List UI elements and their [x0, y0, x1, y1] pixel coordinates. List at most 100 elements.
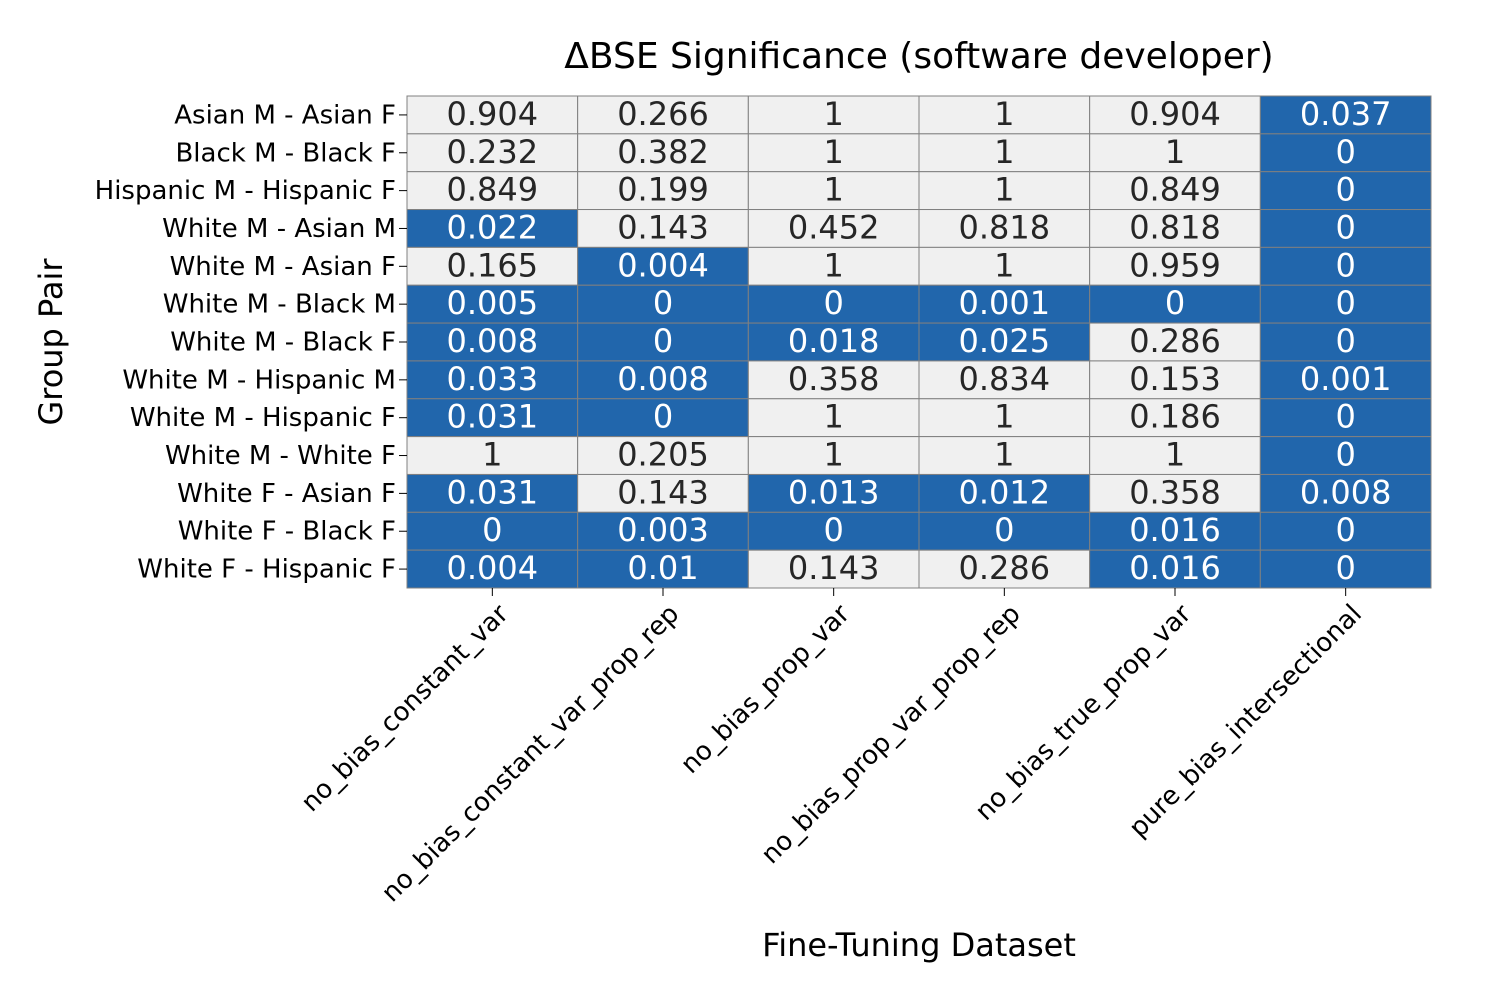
x-axis-label: Fine-Tuning Dataset — [762, 926, 1076, 964]
cell-value-label: 0.266 — [617, 95, 709, 133]
heatmap-cell — [577, 549, 749, 589]
heatmap-cell — [1089, 246, 1261, 286]
cell-value-label: 0 — [1335, 322, 1355, 360]
heatmap-cell — [406, 246, 579, 286]
heatmap-cell — [747, 209, 920, 248]
cell-value-label: 0 — [1335, 511, 1355, 549]
cell-value-label: 1 — [994, 171, 1014, 209]
cell-value-label: 0.012 — [959, 473, 1051, 511]
cell-value-label: 0 — [1335, 208, 1355, 246]
cell-value-label: 0.286 — [959, 549, 1051, 587]
cell-value-label: 0 — [653, 322, 673, 360]
cell-value-label: 1 — [994, 246, 1014, 284]
cell-value-label: 0 — [653, 398, 673, 436]
heatmap-cell — [1089, 209, 1261, 248]
cell-value-label: 0 — [1165, 284, 1185, 322]
y-tick-label: White M - Hispanic F — [130, 403, 396, 433]
cell-value-label: 0.199 — [617, 171, 709, 209]
cell-value-label: 0.286 — [1129, 322, 1221, 360]
cell-value-label: 1 — [482, 436, 502, 474]
heatmap-cell — [918, 322, 1091, 362]
heatmap-cell — [406, 284, 579, 324]
cell-value-label: 0 — [1335, 284, 1355, 322]
heatmap-cell — [577, 436, 749, 475]
y-axis-label: Group Pair — [32, 258, 70, 426]
cell-value-label: 1 — [823, 436, 843, 474]
cell-value-label: 0.003 — [617, 511, 709, 549]
heatmap-cell — [747, 511, 920, 551]
cell-value-label: 0.959 — [1129, 246, 1221, 284]
cell-value-label: 0 — [1335, 398, 1355, 436]
y-tick-label: White M - Black F — [170, 328, 396, 358]
y-tick-label: White M - Asian F — [170, 252, 396, 282]
heatmap-cell — [747, 360, 920, 400]
x-tick-label: no_bias_constant_var_prop_rep — [376, 599, 685, 908]
y-tick-label: White M - Asian M — [162, 214, 396, 244]
cell-value-label: 0.904 — [447, 95, 539, 133]
heatmap-cell — [1259, 398, 1432, 438]
cell-value-label: 0 — [994, 511, 1014, 549]
cell-value-label: 0.904 — [1129, 95, 1221, 133]
cell-value-label: 0 — [653, 284, 673, 322]
heatmap-cell — [406, 436, 579, 475]
cell-value-label: 1 — [823, 246, 843, 284]
cell-value-label: 0.005 — [447, 284, 539, 322]
column-labels: no_bias_constant_varno_bias_constant_var… — [296, 588, 1368, 908]
y-tick-label: White F - Black F — [178, 517, 396, 547]
cell-value-label: 0.008 — [617, 360, 709, 398]
cell-value-label: 0.008 — [1300, 473, 1392, 511]
cell-value-label: 1 — [994, 133, 1014, 171]
x-tick-label: no_bias_prop_var — [675, 599, 856, 780]
cell-value-label: 0 — [1335, 549, 1355, 587]
heatmap-cell — [577, 95, 749, 135]
cell-value-label: 0 — [1335, 246, 1355, 284]
cell-value-label: 0.232 — [447, 133, 539, 171]
cell-value-label: 0.849 — [1129, 171, 1221, 209]
cell-value-label: 0.013 — [788, 473, 880, 511]
heatmap-cell — [406, 322, 579, 362]
heatmap-cell — [1259, 360, 1432, 400]
heatmap-cell — [1089, 436, 1261, 475]
heatmap-cell — [1089, 398, 1261, 438]
heatmap-cell — [918, 209, 1091, 248]
cell-value-label: 1 — [1165, 436, 1185, 474]
cell-value-label: 0.849 — [447, 171, 539, 209]
heatmap-cell — [406, 511, 579, 551]
heatmap-cell — [406, 398, 579, 438]
y-tick-label: White M - Hispanic M — [122, 365, 396, 395]
cell-value-label: 0.031 — [447, 398, 539, 436]
cell-value-label: 0.008 — [447, 322, 539, 360]
heatmap-cell — [406, 473, 579, 513]
cell-value-label: 0.004 — [617, 246, 709, 284]
cell-value-label: 0.025 — [959, 322, 1051, 360]
heatmap-cell — [918, 473, 1091, 513]
cell-value-label: 0.01 — [627, 549, 698, 587]
heatmap-cell — [747, 398, 920, 438]
y-tick-label: White M - White F — [165, 441, 396, 471]
cell-value-label: 0.358 — [788, 360, 880, 398]
cell-value-label: 0.452 — [788, 208, 880, 246]
heatmap-cell — [406, 209, 579, 248]
cell-value-label: 0.031 — [447, 473, 539, 511]
cell-value-label: 0.205 — [617, 436, 709, 474]
y-tick-label: White F - Asian F — [177, 479, 396, 509]
cell-value-label: 1 — [823, 95, 843, 133]
heatmap-cell — [1259, 284, 1432, 324]
cell-value-label: 0.037 — [1300, 95, 1392, 133]
heatmap-cell — [1259, 322, 1432, 362]
y-tick-label: Asian M - Asian F — [174, 100, 396, 130]
heatmap-cell — [747, 322, 920, 362]
heatmap-cell — [747, 549, 920, 589]
cell-value-label: 0.016 — [1129, 549, 1221, 587]
heatmap-cell — [577, 511, 749, 551]
heatmap-cell — [406, 360, 579, 400]
cell-value-label: 0 — [823, 511, 843, 549]
heatmap-cell — [1089, 171, 1261, 211]
heatmap-cell — [918, 171, 1091, 211]
cell-value-label: 0.153 — [1129, 360, 1221, 398]
heatmap-cell — [1259, 209, 1432, 248]
heatmap-cell — [918, 511, 1091, 551]
cell-value-label: 0.143 — [617, 208, 709, 246]
